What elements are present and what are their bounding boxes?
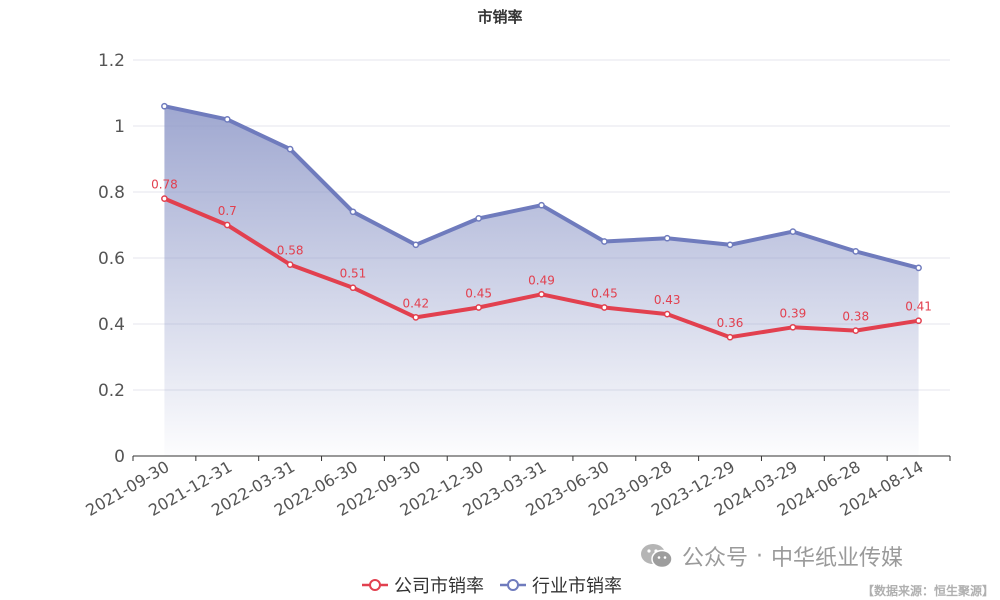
company-data-label: 0.78 [151, 178, 178, 192]
company-data-label: 0.49 [528, 273, 555, 287]
company-data-label: 0.45 [465, 287, 492, 301]
industry-point [161, 102, 168, 110]
industry-point [349, 208, 357, 216]
company-point [286, 261, 294, 268]
industry-point [915, 264, 922, 272]
industry-point [538, 201, 545, 209]
legend-line-circle-icon [362, 579, 388, 591]
y-tick-label: 0.6 [98, 249, 125, 269]
legend-label-company: 公司市销率 [394, 576, 484, 597]
industry-point [600, 238, 608, 245]
industry-point [789, 228, 797, 235]
company-point [852, 327, 860, 334]
industry-point [852, 248, 860, 255]
company-point [915, 317, 922, 325]
company-data-label: 0.36 [717, 316, 744, 330]
industry-point [663, 234, 671, 242]
company-data-label: 0.38 [842, 310, 869, 324]
company-point [349, 284, 357, 292]
data-source: 【数据来源：恒生聚源】 [861, 584, 994, 598]
y-tick-label: 0.2 [98, 381, 125, 401]
company-data-label: 0.58 [277, 244, 304, 258]
series-points [161, 102, 922, 341]
company-point [161, 195, 168, 202]
y-tick-label: 0.4 [98, 315, 125, 335]
legend-line-circle-icon [500, 579, 526, 591]
company-data-label: 0.51 [340, 267, 367, 281]
y-tick-label: 1 [114, 117, 125, 137]
data-labels: 0.78 0.7 0.58 0.51 0.42 0.45 0.49 0.45 0.43 0.36 0… [151, 178, 932, 331]
company-point [663, 310, 671, 318]
legend-item-company[interactable]: 公司市销率 [362, 572, 484, 598]
industry-point [726, 241, 734, 249]
industry-point [223, 116, 231, 123]
legend-label-industry: 行业市销率 [532, 576, 622, 597]
company-data-label: 0.43 [654, 293, 681, 307]
y-tick-label: 1.2 [98, 51, 125, 71]
company-data-label: 0.41 [905, 300, 932, 314]
company-point [223, 221, 231, 229]
watermark-name: 中华纸业传媒 [771, 546, 904, 571]
company-data-label: 0.42 [402, 296, 429, 310]
chart-legend: 公司市销率 行业市销率 [362, 572, 622, 598]
y-tick-label: 0.8 [98, 183, 125, 203]
company-point [538, 290, 545, 298]
y-tick-label: 0 [114, 447, 125, 467]
company-point [726, 333, 734, 341]
industry-area-fill [164, 106, 919, 456]
company-data-label: 0.7 [218, 204, 237, 218]
company-point [789, 323, 797, 331]
y-axis: 0 0.2 0.4 0.6 0.8 1 1.2 [98, 51, 125, 467]
industry-area [164, 106, 919, 456]
company-point [412, 314, 420, 321]
industry-point [412, 241, 420, 249]
watermark-separator: · [756, 543, 764, 569]
industry-point [286, 145, 294, 153]
watermark: 公众号 · 中华纸业传媒 [640, 540, 903, 572]
company-point [475, 304, 483, 311]
x-axis: 2021-09-302021-12-312022-03-312022-06-30… [82, 455, 951, 520]
wechat-icon [640, 543, 674, 569]
company-point [600, 304, 608, 311]
industry-point [475, 215, 483, 222]
legend-item-industry[interactable]: 行业市销率 [500, 572, 622, 598]
company-data-label: 0.45 [591, 287, 618, 301]
watermark-text: 公众号 [682, 546, 749, 571]
chart-title: 市销率 [477, 8, 523, 26]
company-data-label: 0.39 [780, 306, 807, 320]
